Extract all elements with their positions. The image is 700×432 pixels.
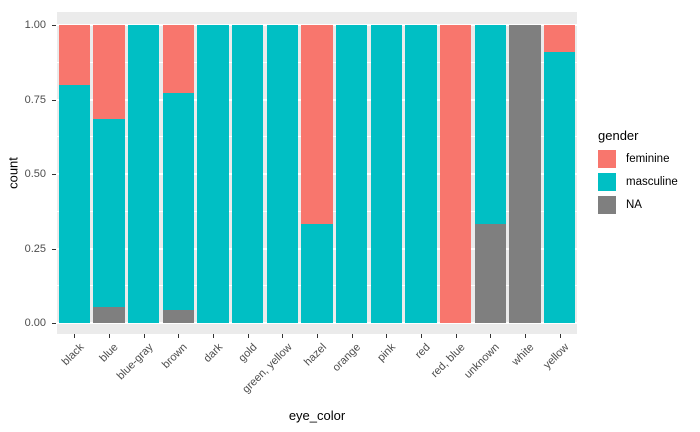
y-tick-label: 0.25 [24, 242, 46, 255]
bar-segment-NA [474, 223, 506, 323]
bar-segment-feminine [162, 25, 194, 93]
legend-entry-label: feminine [626, 153, 670, 165]
x-axis-title: eye_color [288, 408, 346, 423]
x-tick-label: orange [330, 341, 364, 375]
x-tick-mark [178, 334, 180, 338]
bar-segment-feminine [58, 25, 90, 85]
bar-segment-feminine [544, 25, 576, 53]
bar-segment-feminine [93, 24, 125, 119]
x-tick-label: hazel [301, 341, 329, 369]
x-tick-mark [421, 334, 422, 338]
legend-entry: masculine [598, 173, 678, 191]
x-tick-mark [386, 334, 388, 338]
x-tick-mark [247, 334, 249, 338]
x-tick-label: white [510, 341, 537, 368]
legend-entries: feminine masculine NA [598, 150, 678, 214]
x-tick-mark [351, 334, 353, 338]
plot-panel [57, 12, 577, 334]
x-tick-label: black [59, 341, 87, 368]
bar-segment-masculine [474, 25, 506, 224]
bar-segment-masculine [266, 25, 298, 323]
x-tick-mark [317, 334, 318, 338]
y-tick-label: 0.00 [24, 317, 46, 329]
bar-segment-masculine [370, 25, 402, 323]
x-tick-label: red [413, 341, 433, 362]
x-tick-mark [143, 334, 145, 338]
bar-segment-feminine [440, 25, 472, 323]
bar-segment-feminine [301, 25, 333, 224]
x-tick-mark [525, 334, 526, 338]
bar-segment-masculine [58, 84, 90, 323]
x-tick-label: pink [375, 341, 399, 365]
legend-entry: feminine [598, 150, 678, 168]
legend-swatch-masculine [598, 173, 616, 191]
x-tick-mark [109, 334, 110, 338]
legend-swatch-NA [598, 196, 616, 214]
y-tick-mark [52, 25, 56, 26]
x-tick-mark [490, 334, 492, 338]
x-tick-label: unknown [462, 341, 503, 381]
x-tick-mark [213, 334, 214, 338]
y-axis-title: count [5, 157, 21, 189]
gridline-major [57, 322, 577, 324]
y-tick-label: 0.75 [24, 93, 46, 106]
legend-title: gender [598, 128, 639, 143]
y-tick-mark [52, 248, 56, 250]
y-tick-mark [52, 174, 56, 175]
x-tick-label: dark [201, 341, 225, 365]
bar-segment-masculine [232, 25, 264, 323]
bar-segment-masculine [162, 92, 194, 310]
legend-entry: NA [598, 196, 678, 214]
x-tick-label: brown [160, 341, 191, 371]
bar-segment-NA [162, 309, 194, 323]
legend-swatch-feminine [598, 150, 616, 168]
bar-segment-masculine [301, 223, 333, 323]
x-tick-label: yellow [541, 341, 572, 372]
x-tick-label: red, blue [428, 341, 468, 381]
bar-segment-masculine [128, 25, 160, 323]
x-tick-label: blue-gray [114, 341, 156, 383]
bar-segment-NA [93, 307, 125, 323]
legend: gender feminine masculine NA [598, 128, 678, 219]
x-tick-mark [282, 334, 284, 338]
x-tick-mark [559, 334, 561, 338]
x-tick-mark [74, 334, 76, 338]
legend-entry-label: NA [626, 199, 642, 211]
bar-segment-masculine [93, 118, 125, 308]
x-tick-mark [455, 334, 457, 338]
y-tick-mark [52, 99, 56, 101]
bar-segment-masculine [336, 25, 368, 323]
y-tick-label: 0.50 [24, 168, 46, 180]
bar-segment-masculine [544, 52, 576, 323]
x-tick-label: gold [236, 341, 260, 365]
bar-segment-masculine [405, 25, 437, 323]
y-tick-mark [52, 323, 56, 324]
bar-segment-masculine [197, 25, 229, 323]
x-tick-label: blue [97, 341, 121, 365]
bar-segment-NA [509, 25, 541, 323]
y-tick-label: 1.00 [24, 19, 46, 31]
legend-entry-label: masculine [626, 176, 678, 188]
